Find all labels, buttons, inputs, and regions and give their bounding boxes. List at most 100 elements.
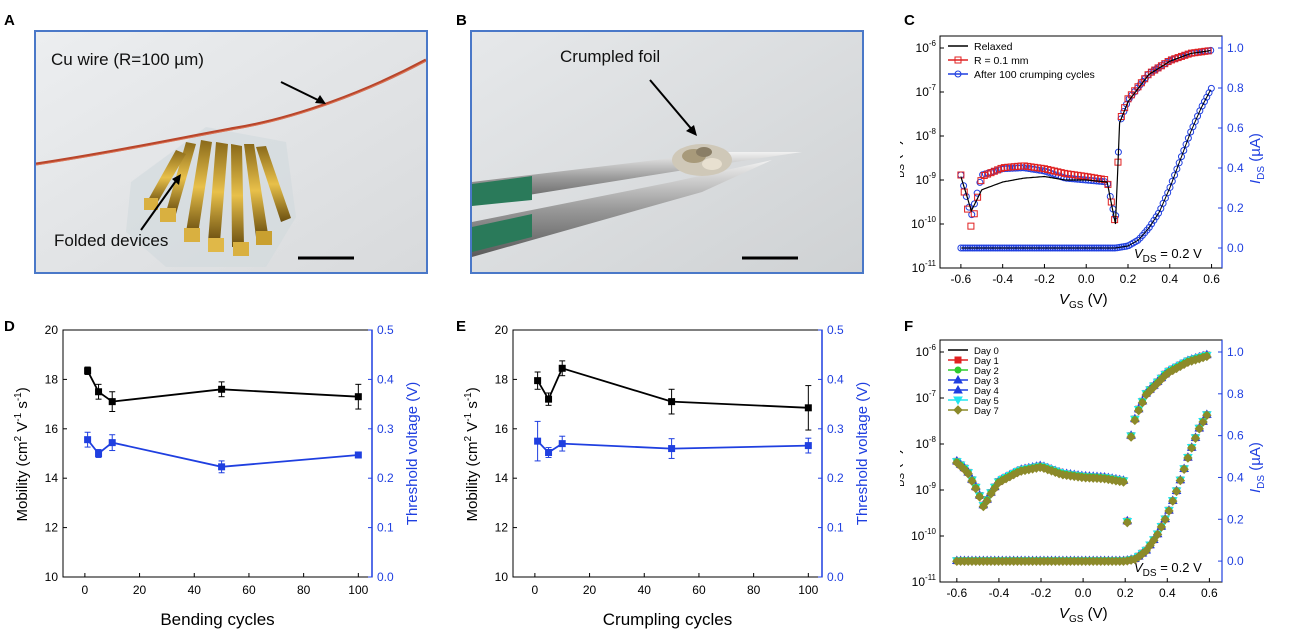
data-point-day-linear	[1194, 424, 1204, 434]
panel-letter-a: A	[4, 12, 15, 29]
y2-tick-label: 0.3	[827, 422, 844, 436]
y2-tick-label: 0.1	[827, 521, 844, 535]
y-tick-label: 10-7	[916, 389, 937, 405]
y2-axis-label: Threshold voltage (V)	[854, 382, 871, 525]
foil-label: Crumpled foil	[560, 47, 660, 66]
data-point-r01	[967, 222, 975, 230]
x-axis-label: VGS (V)	[1059, 291, 1108, 311]
photo-a-scene: Cu wire (R=100 µm) Folded devices	[36, 32, 426, 272]
legend-label: Day 2	[974, 366, 999, 377]
y2-tick-label: 0.1	[377, 521, 394, 535]
legend-marker	[954, 70, 962, 78]
data-point-crumpled-linear	[1134, 236, 1142, 244]
data-point-day	[1122, 517, 1133, 528]
data-point-crumpled-log	[970, 200, 978, 208]
y2-axis-label: Threshold voltage (V)	[404, 382, 421, 525]
data-point-day-linear	[1175, 475, 1186, 486]
data-point-crumpled-linear	[1145, 223, 1153, 231]
y-tick-label: 10	[45, 570, 59, 584]
data-point-day-linear	[1145, 540, 1155, 551]
data-point-day	[978, 501, 989, 512]
y2-tick-label: 0.4	[1227, 470, 1244, 484]
data-point-day-linear	[1202, 410, 1212, 420]
x-tick-label: -0.6	[951, 272, 972, 286]
data-point-crumpled-log	[1006, 164, 1014, 172]
data-point-crumpled-linear	[1175, 159, 1183, 167]
x-tick-label: 0.6	[1201, 586, 1218, 600]
data-point-day-linear	[1171, 486, 1182, 497]
panel-letter-c: C	[904, 12, 915, 29]
data-point-threshold	[218, 463, 226, 471]
legend-label: R = 0.1 mm	[974, 55, 1029, 67]
legend-marker	[954, 56, 962, 64]
data-point-mobility	[218, 385, 226, 393]
y-tick-label: 10-10	[911, 215, 936, 231]
data-point-day	[990, 483, 1000, 494]
data-point-r01	[970, 210, 978, 218]
data-point-mobility	[108, 398, 116, 406]
y2-tick-label: 0.0	[827, 570, 844, 584]
y-tick-label: 12	[45, 521, 59, 535]
y-tick-label: 10-6	[916, 39, 937, 55]
x-tick-label: 80	[747, 583, 761, 597]
y-tick-label: 18	[45, 372, 59, 386]
x-tick-label: 0.0	[1078, 272, 1095, 286]
legend-label: Day 5	[974, 396, 999, 407]
data-point-day-linear	[1168, 496, 1178, 506]
y2-tick-label: 0.6	[1227, 121, 1244, 135]
y-tick-label: 14	[495, 471, 509, 485]
y2-tick-label: 0.4	[377, 372, 394, 386]
y-tick-label: 10-6	[916, 343, 937, 359]
legend-marker	[954, 366, 962, 374]
legend-marker	[953, 405, 963, 415]
legend-label: Day 0	[974, 346, 999, 357]
data-point-day-linear	[1179, 464, 1189, 475]
data-point-crumpled-log	[976, 178, 984, 186]
data-point-crumpled-linear	[1171, 171, 1179, 179]
data-point-crumpled-linear	[1184, 134, 1192, 142]
y-tick-label: 18	[495, 372, 509, 386]
y-axis-label: IDS (A)	[900, 140, 907, 182]
x-tick-label: 0.6	[1203, 272, 1220, 286]
y2-axis-label: IDS (µA)	[1247, 133, 1267, 184]
data-point-crumpled-linear	[1168, 177, 1176, 185]
data-point-crumpled-linear	[1207, 84, 1215, 92]
data-point-threshold	[84, 436, 92, 444]
data-point-day-linear	[1190, 433, 1201, 443]
y2-tick-label: 0.6	[1227, 429, 1244, 443]
y-tick-label: 10-10	[911, 527, 936, 543]
y2-tick-label: 0.0	[377, 570, 394, 584]
vds-annotation: VDS = 0.2 V	[1134, 560, 1202, 579]
y-tick-label: 10-8	[916, 127, 937, 143]
photo-a-folded-devices: Cu wire (R=100 µm) Folded devices	[34, 30, 428, 274]
data-point-day	[986, 489, 996, 499]
legend-label: After 100 crumping cycles	[974, 69, 1095, 81]
folded-gold-devices	[144, 140, 291, 256]
data-point-day-linear	[1186, 443, 1197, 453]
devices-pointer-arrow	[140, 177, 179, 231]
data-point-threshold	[534, 437, 542, 445]
x-tick-label: -0.4	[992, 272, 1013, 286]
y2-tick-label: 0.0	[1227, 241, 1244, 255]
data-point-day	[982, 496, 992, 506]
y-axis-label: Mobility (cm2 V-1 s-1)	[13, 387, 31, 521]
series-line-relaxed-linear	[960, 89, 1211, 249]
data-point-day	[967, 476, 977, 486]
data-point-crumpled-linear	[1150, 216, 1158, 224]
x-tick-label: 60	[692, 583, 706, 597]
chart-d-bending: 0 20 40 60 80 100 10 12 14 16 18 20 0.0 0.1 0.2 0.3 0.4 0…	[13, 323, 421, 629]
x-tick-label: -0.2	[1034, 272, 1055, 286]
y2-tick-label: 0.4	[827, 372, 844, 386]
y-tick-label: 14	[45, 471, 59, 485]
data-point-crumpled-linear	[1182, 140, 1190, 148]
y-tick-label: 10	[495, 570, 509, 584]
y2-tick-label: 0.2	[377, 471, 394, 485]
vds-annotation: VDS = 0.2 V	[1134, 246, 1202, 265]
legend-marker	[953, 396, 963, 406]
x-tick-label: 0.4	[1159, 586, 1176, 600]
chart-e-crumpling: 0 20 40 60 80 100 10 12 14 16 18 20 0.0 0.1 0.2 0.3 0.4 0…	[463, 323, 871, 629]
photo-b-scene: Crumpled foil	[472, 32, 862, 272]
chart-c-transfer-curves: -0.6 -0.4 -0.2 0.0 0.2 0.4 0.6 10-11 10-10 10-9 10…	[900, 35, 1267, 311]
x-tick-label: 0	[82, 583, 89, 597]
y-tick-label: 20	[45, 323, 59, 337]
